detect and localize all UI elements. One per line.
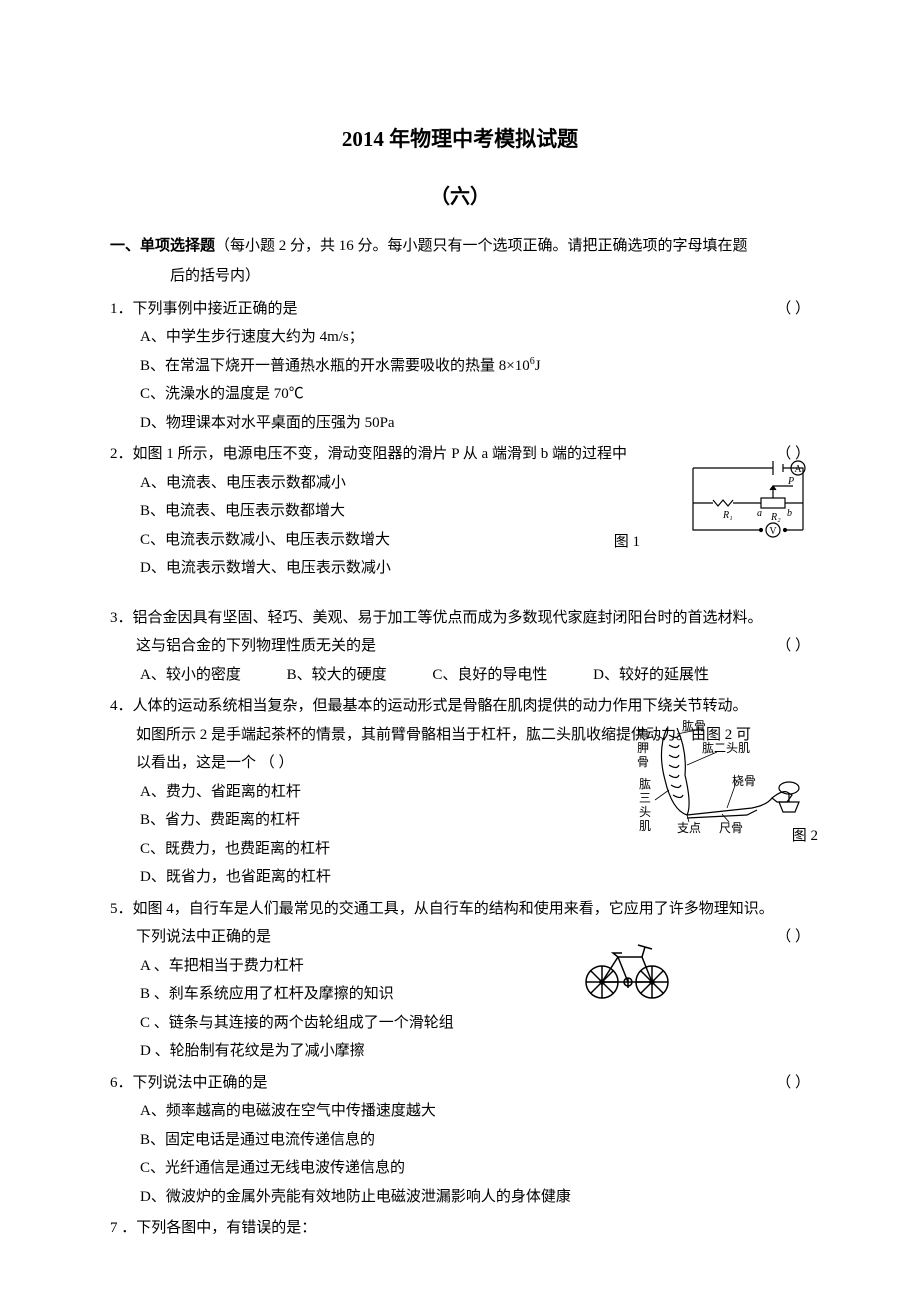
q6-option-d: D、微波炉的金属外壳能有效地防止电磁波泄漏影响人的身体健康 [140,1183,810,1212]
q5-stem1: 如图 4，自行车是人们最常见的交通工具，从自行车的结构和使用来看，它应用了许多物… [133,901,774,917]
question-7: 7 ．下列各图中，有错误的是： [110,1214,810,1243]
question-2: 2．如图 1 所示，电源电压不变，滑动变阻器的滑片 P 从 a 端滑到 b 端的… [110,440,810,583]
arm-diagram-icon: 肩 胛 骨 肱骨 肱二头肌 桡骨 肱 三 头 肌 支点 尺骨 [637,720,812,835]
svg-text:肱二头肌: 肱二头肌 [702,740,750,755]
question-1: 1．下列事例中接近正确的是 （ ） A、中学生步行速度大约为 4m/s； B、在… [110,295,810,438]
svg-text:尺骨: 尺骨 [719,821,743,835]
q4-stem1: 人体的运动系统相当复杂，但最基本的运动形式是骨骼在肌肉提供的动力作用下绕关节转动… [133,698,748,714]
q2-option-d: D、电流表示数增大、电压表示数减小 [140,554,810,583]
svg-text:骨: 骨 [637,755,649,769]
q5-num: 5． [110,901,133,917]
q1-option-d: D、物理课本对水平桌面的压强为 50Pa [140,409,810,438]
q6-stem: 下列说法中正确的是 [133,1075,268,1091]
svg-text:b: b [787,508,792,519]
section-num: 一、 [110,238,140,254]
q7-stem: 下列各图中，有错误的是： [136,1220,316,1236]
svg-text:头: 头 [639,805,651,819]
q6-num: 6． [110,1075,133,1091]
q3-option-c: C、良好的导电性 [432,661,547,690]
q1-option-c: C、洗澡水的温度是 70℃ [140,380,810,409]
q4-option-d: D、既省力，也省距离的杠杆 [140,863,810,892]
q4-num: 4． [110,698,133,714]
svg-text:P: P [787,476,794,487]
svg-text:桡骨: 桡骨 [732,773,756,788]
bicycle-icon [580,937,675,1002]
q3-num: 3． [110,610,133,626]
q6-option-b: B、固定电话是通过电流传递信息的 [140,1126,810,1155]
svg-text:V: V [769,526,777,537]
q3-option-d: D、较好的延展性 [593,661,709,690]
svg-text:支点: 支点 [677,821,701,835]
q5-stem2: 下列说法中正确的是 [136,929,271,945]
section-instruction: （每小题 2 分，共 16 分。每小题只有一个选项正确。请把正确选项的字母填在题 [215,238,748,254]
q6-option-a: A、频率越高的电磁波在空气中传播速度越大 [140,1097,810,1126]
q4-option-c: C、既费力，也费距离的杠杆 [140,835,810,864]
svg-text:肩: 肩 [637,726,649,741]
svg-text:a: a [757,508,762,519]
svg-text:胛: 胛 [637,741,649,755]
q2-stem: 如图 1 所示，电源电压不变，滑动变阻器的滑片 P 从 a 端滑到 b 端的过程… [133,446,627,462]
q5-option-b: B 、刹车系统应用了杠杆及摩擦的知识 [140,980,810,1009]
svg-text:三: 三 [639,791,651,805]
q1-num: 1． [110,301,133,317]
subtitle: （六） [110,178,810,216]
q7-num: 7 ． [110,1220,136,1236]
q6-option-c: C、光纤通信是通过无线电波传递信息的 [140,1154,810,1183]
question-6: 6．下列说法中正确的是 （ ） A、频率越高的电磁波在空气中传播速度越大 B、固… [110,1069,810,1212]
q5-option-d: D 、轮胎制有花纹是为了减小摩擦 [140,1037,810,1066]
q3-paren: （ ） [776,632,810,661]
q5-option-c: C 、链条与其连接的两个齿轮组成了一个滑轮组 [140,1009,810,1038]
q5-option-a: A 、车把相当于费力杠杆 [140,952,810,981]
question-3: 3．铝合金因具有坚固、轻巧、美观、易于加工等优点而成为多数现代家庭封闭阳台时的首… [110,604,810,690]
q6-paren: （ ） [776,1069,810,1098]
q3-stem2: 这与铝合金的下列物理性质无关的是 [136,638,376,654]
svg-text:R₁: R₁ [722,510,733,521]
main-title: 2014 年物理中考模拟试题 [110,120,810,160]
q3-option-a: A、较小的密度 [140,661,241,690]
q5-paren: （ ） [776,923,810,952]
q1-option-b: B、在常温下烧开一普通热水瓶的开水需要吸收的热量 8×106J [140,352,810,381]
question-4: 4．人体的运动系统相当复杂，但最基本的运动形式是骨骼在肌肉提供的动力作用下绕关节… [110,692,810,892]
circuit-diagram-icon: A R₁ P a b R₂ V [683,458,818,553]
q3-option-b: B、较大的硬度 [287,661,387,690]
fig2-label: 图 2 [792,822,818,851]
section-header: 一、单项选择题（每小题 2 分，共 16 分。每小题只有一个选项正确。请把正确选… [110,232,810,261]
q1-option-a: A、中学生步行速度大约为 4m/s； [140,323,810,352]
q2-num: 2． [110,446,133,462]
fig1-label: 图 1 [614,528,640,557]
svg-text:肱骨: 肱骨 [682,720,706,733]
q3-stem1: 铝合金因具有坚固、轻巧、美观、易于加工等优点而成为多数现代家庭封闭阳台时的首选材… [133,610,763,626]
question-5: 5．如图 4，自行车是人们最常见的交通工具，从自行车的结构和使用来看，它应用了许… [110,895,810,1066]
svg-text:A: A [794,464,802,475]
q1-paren: （ ） [776,295,810,324]
svg-text:R₂: R₂ [770,512,781,523]
section-instruction-cont: 后的括号内） [110,262,810,291]
section-name: 单项选择题 [140,238,215,254]
svg-text:肌: 肌 [639,819,651,833]
q1-stem: 下列事例中接近正确的是 [133,301,298,317]
svg-text:肱: 肱 [639,776,651,791]
